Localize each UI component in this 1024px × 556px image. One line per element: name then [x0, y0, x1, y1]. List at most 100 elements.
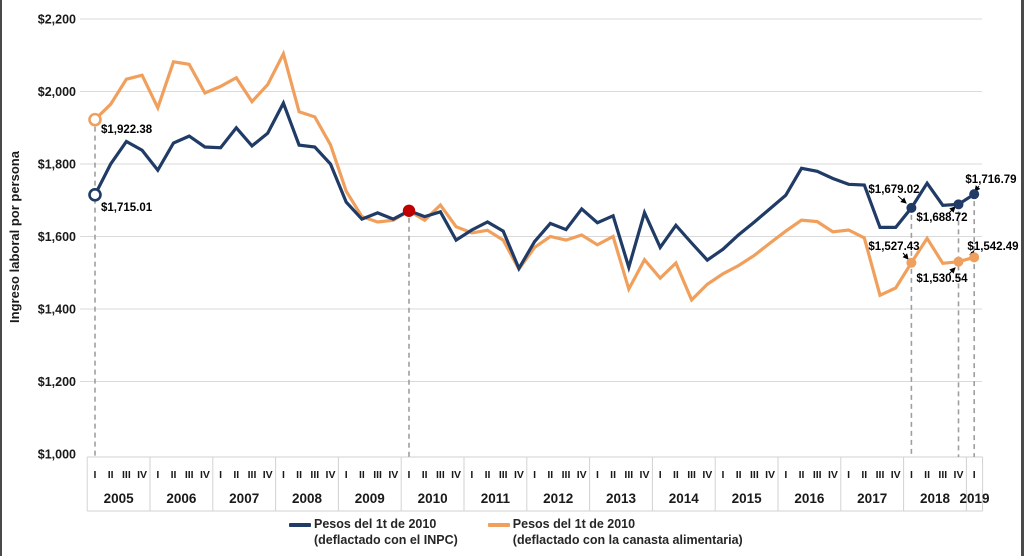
annotation-arrow — [897, 195, 907, 204]
legend-inpc-line1: Pesos del 1t de 2010 — [314, 517, 437, 531]
quarter-tick-label: IV — [451, 469, 461, 481]
legend-item-inpc: Pesos del 1t de 2010 (deflactado con el … — [289, 516, 458, 548]
point-value-label: $1,527.43 — [868, 241, 919, 253]
point-marker — [953, 256, 964, 267]
quarter-tick-label: III — [750, 469, 759, 481]
quarter-tick-label: IV — [891, 469, 901, 481]
annotation-arrow — [948, 267, 956, 275]
point-value-label: $1,922.38 — [101, 124, 153, 136]
legend-label-canasta: Pesos del 1t de 2010 (deflactado con la … — [513, 516, 743, 548]
quarter-tick-label: III — [122, 469, 131, 481]
quarter-tick-label: II — [736, 469, 742, 481]
quarter-tick-label: IV — [388, 469, 398, 481]
quarter-tick-label: III — [876, 469, 885, 481]
annotation-arrow — [902, 252, 909, 260]
point-value-label: $1,530.54 — [916, 273, 968, 285]
quarter-tick-label: III — [562, 469, 571, 481]
quarter-tick-label: I — [659, 469, 662, 481]
quarter-tick-label: II — [924, 469, 930, 481]
legend-inpc-line2: (deflactado con el INPC) — [314, 533, 458, 547]
quarter-tick-label: I — [345, 469, 348, 481]
quarter-tick-label: II — [422, 469, 428, 481]
y-tick-label: $1,800 — [38, 158, 76, 172]
window-edge-right — [1021, 0, 1024, 556]
quarter-tick-label: IV — [765, 469, 775, 481]
y-tick-label: $1,400 — [38, 303, 76, 317]
point-marker — [969, 252, 980, 263]
chart-legend: Pesos del 1t de 2010 (deflactado con el … — [289, 516, 743, 548]
quarter-tick-label: IV — [514, 469, 524, 481]
quarter-tick-label: I — [722, 469, 725, 481]
legend-label-inpc: Pesos del 1t de 2010 (deflactado con el … — [314, 516, 458, 548]
quarter-tick-label: III — [938, 469, 947, 481]
quarter-tick-label: I — [408, 469, 411, 481]
base-period-red-dot — [402, 204, 416, 217]
gridlines — [80, 18, 982, 382]
legend-canasta-line2: (deflactado con la canasta alimentaria) — [512, 533, 743, 547]
point-marker — [906, 257, 917, 268]
year-label: 2017 — [857, 491, 887, 506]
point-value-label: $1,716.79 — [965, 174, 1016, 186]
year-label: 2016 — [794, 491, 825, 506]
quarter-tick-label: II — [673, 469, 679, 481]
window-edge-left — [0, 0, 2, 556]
quarter-tick-label: IV — [200, 469, 210, 481]
quarter-tick-label: IV — [702, 469, 712, 481]
quarter-tick-label: I — [156, 469, 159, 481]
dashed-guides — [94, 126, 976, 457]
quarter-tick-label: I — [94, 469, 97, 481]
annotation-arrow — [948, 206, 956, 214]
quarter-tick-label: III — [373, 469, 382, 481]
quarter-tick-label: III — [436, 469, 445, 481]
legend-canasta-line1: Pesos del 1t de 2010 — [512, 517, 636, 531]
y-axis-title: Ingreso laboral por persona — [7, 150, 22, 323]
year-label: 2007 — [229, 491, 259, 506]
series-lines — [93, 49, 976, 303]
y-tick-label: $1,200 — [38, 375, 76, 389]
quarter-tick-label: II — [171, 469, 177, 481]
quarter-tick-label: II — [359, 469, 365, 481]
quarter-tick-label: I — [973, 469, 976, 481]
year-label: 2015 — [732, 491, 763, 506]
year-label: 2006 — [166, 491, 197, 506]
series-line-canasta — [93, 49, 975, 303]
year-label: 2008 — [292, 491, 323, 506]
quarter-tick-label: I — [784, 469, 787, 481]
year-label: 2018 — [920, 491, 951, 506]
y-tick-label: $1,600 — [38, 230, 76, 244]
quarter-tick-label: II — [108, 469, 114, 481]
quarter-tick-label: I — [596, 469, 599, 481]
quarter-tick-label: IV — [263, 469, 273, 481]
open-circle-marker — [88, 112, 102, 127]
point-value-label: $1,688.72 — [916, 212, 967, 224]
quarter-tick-label: III — [687, 469, 696, 481]
year-label: 2012 — [543, 491, 573, 506]
quarter-tick-label: IV — [326, 469, 336, 481]
quarter-tick-label: II — [610, 469, 616, 481]
quarter-tick-label: III — [624, 469, 633, 481]
quarter-tick-label: I — [533, 469, 536, 481]
quarter-tick-label: III — [499, 469, 508, 481]
y-axis-tick-labels: $2,200 $2,000 $1,800 $1,600 $1,400 $1,200 $1,0… — [38, 13, 76, 462]
quarter-tick-label: I — [282, 469, 285, 481]
legend-item-canasta: Pesos del 1t de 2010 (deflactado con la … — [487, 516, 743, 548]
point-value-label: $1,679.02 — [868, 184, 919, 196]
y-tick-label: $2,000 — [38, 85, 76, 99]
point-value-label: $1,542.49 — [967, 241, 1018, 253]
legend-swatch-canasta — [487, 523, 510, 527]
y-tick-label: $2,200 — [38, 13, 76, 27]
quarter-tick-label: III — [248, 469, 257, 481]
quarter-tick-label: II — [799, 469, 805, 481]
point-value-label: $1,715.01 — [101, 202, 153, 214]
quarter-tick-label: III — [813, 469, 822, 481]
quarter-tick-label: II — [485, 469, 491, 481]
year-label: 2011 — [481, 491, 511, 506]
quarter-tick-label: I — [470, 469, 473, 481]
quarter-tick-label: I — [219, 469, 222, 481]
year-label: 2009 — [355, 491, 385, 506]
open-circle-marker — [88, 188, 102, 202]
quarter-tick-label: IV — [577, 469, 587, 481]
quarter-tick-label: I — [910, 469, 913, 481]
series-line-inpc — [93, 99, 976, 273]
